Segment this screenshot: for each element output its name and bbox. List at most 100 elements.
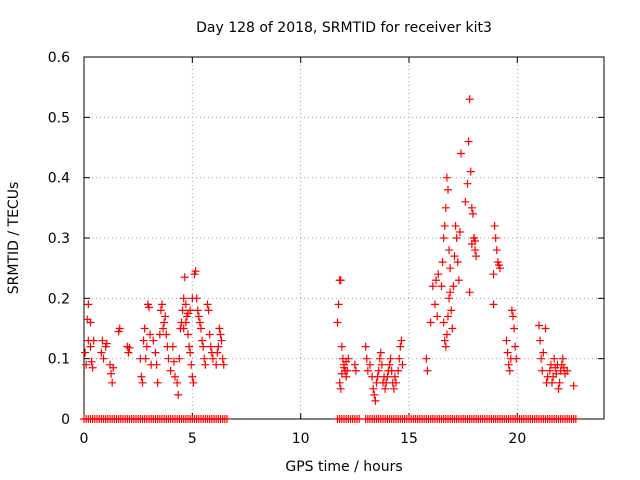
data-point <box>512 354 521 363</box>
data-point <box>440 336 449 345</box>
data-point <box>502 336 511 345</box>
data-point <box>376 348 385 357</box>
data-point <box>179 294 188 303</box>
data-point <box>146 330 155 339</box>
data-point <box>471 246 480 255</box>
data-point <box>558 354 567 363</box>
data-point <box>108 378 117 387</box>
data-point <box>336 276 345 285</box>
data-point <box>397 336 406 345</box>
data-point <box>383 372 392 381</box>
data-point <box>191 267 200 276</box>
data-point <box>510 324 519 333</box>
data-point <box>428 282 437 291</box>
data-point <box>439 234 448 242</box>
data-point <box>468 209 477 218</box>
data-point <box>465 95 474 104</box>
data-point <box>203 300 212 309</box>
data-point <box>398 360 407 369</box>
data-point <box>440 221 449 230</box>
data-point <box>335 378 344 387</box>
data-point <box>426 318 435 327</box>
data-point <box>489 270 498 279</box>
data-point <box>437 282 446 291</box>
data-point <box>451 221 460 230</box>
data-point <box>434 270 443 279</box>
data-point <box>492 246 501 255</box>
data-point <box>472 252 481 261</box>
data-point <box>457 149 465 158</box>
x-tick-labels: 0 5 10 15 20 <box>80 431 527 447</box>
data-point <box>466 167 475 176</box>
data-point <box>433 312 442 321</box>
data-point <box>375 354 384 363</box>
data-point <box>174 390 183 399</box>
data-point <box>535 321 543 330</box>
x-axis-label: GPS time / hours <box>285 459 402 475</box>
data-point <box>439 318 448 327</box>
data-point <box>217 336 226 345</box>
chart-title: Day 128 of 2018, SRMTID for receiver kit… <box>196 20 492 36</box>
data-point <box>208 354 217 363</box>
data-point <box>219 360 228 369</box>
data-point <box>431 300 439 309</box>
data-point <box>548 378 556 387</box>
data-point <box>171 372 179 381</box>
data-point <box>334 300 343 309</box>
data-point <box>496 264 504 273</box>
data-point <box>461 197 470 206</box>
x-tick-label: 20 <box>508 431 526 447</box>
data-point <box>450 252 459 261</box>
data-point <box>395 354 404 363</box>
data-point <box>86 342 95 351</box>
data-point <box>188 372 197 381</box>
data-point <box>102 339 111 348</box>
data-point <box>422 354 431 363</box>
x-tick-label: 0 <box>80 431 89 447</box>
data-point <box>503 348 512 357</box>
y-tick-label: 0.4 <box>48 171 70 187</box>
data-point <box>198 336 207 345</box>
data-point <box>139 336 148 345</box>
data-point <box>333 318 342 327</box>
y-tick-label: 0.2 <box>48 291 70 307</box>
data-point <box>145 303 153 312</box>
data-point <box>194 312 203 321</box>
data-point <box>550 354 559 363</box>
data-point <box>151 348 160 357</box>
y-tick-label: 0 <box>61 412 70 428</box>
data-point <box>507 306 516 315</box>
data-point <box>189 378 198 387</box>
y-tick-labels: 0 0.1 0.2 0.3 0.4 0.5 0.6 <box>48 50 70 428</box>
data-point <box>444 185 452 194</box>
data-point <box>552 369 561 378</box>
data-point <box>140 324 149 333</box>
data-point <box>467 203 476 212</box>
data-point <box>195 318 204 327</box>
data-point <box>385 360 394 369</box>
data-point <box>363 366 372 375</box>
data-point <box>453 258 462 267</box>
data-point <box>159 324 168 333</box>
data-point <box>342 357 351 366</box>
data-point <box>214 342 223 351</box>
x-tick-label: 5 <box>188 431 197 447</box>
data-point <box>392 378 400 387</box>
data-point <box>213 348 222 357</box>
data-point <box>115 324 124 333</box>
data-point <box>563 366 572 375</box>
data-point <box>193 306 202 315</box>
data-point <box>538 366 547 375</box>
data-point <box>158 300 166 309</box>
data-point <box>452 234 461 242</box>
data-point <box>370 390 379 399</box>
data-point <box>187 360 196 369</box>
data-point <box>386 354 395 363</box>
data-point <box>545 366 554 375</box>
data-point <box>142 342 151 351</box>
x-tick-label: 15 <box>400 431 418 447</box>
y-axis-label: SRMTID / TECUs <box>6 182 22 295</box>
data-point <box>84 300 93 309</box>
data-point <box>82 360 91 369</box>
